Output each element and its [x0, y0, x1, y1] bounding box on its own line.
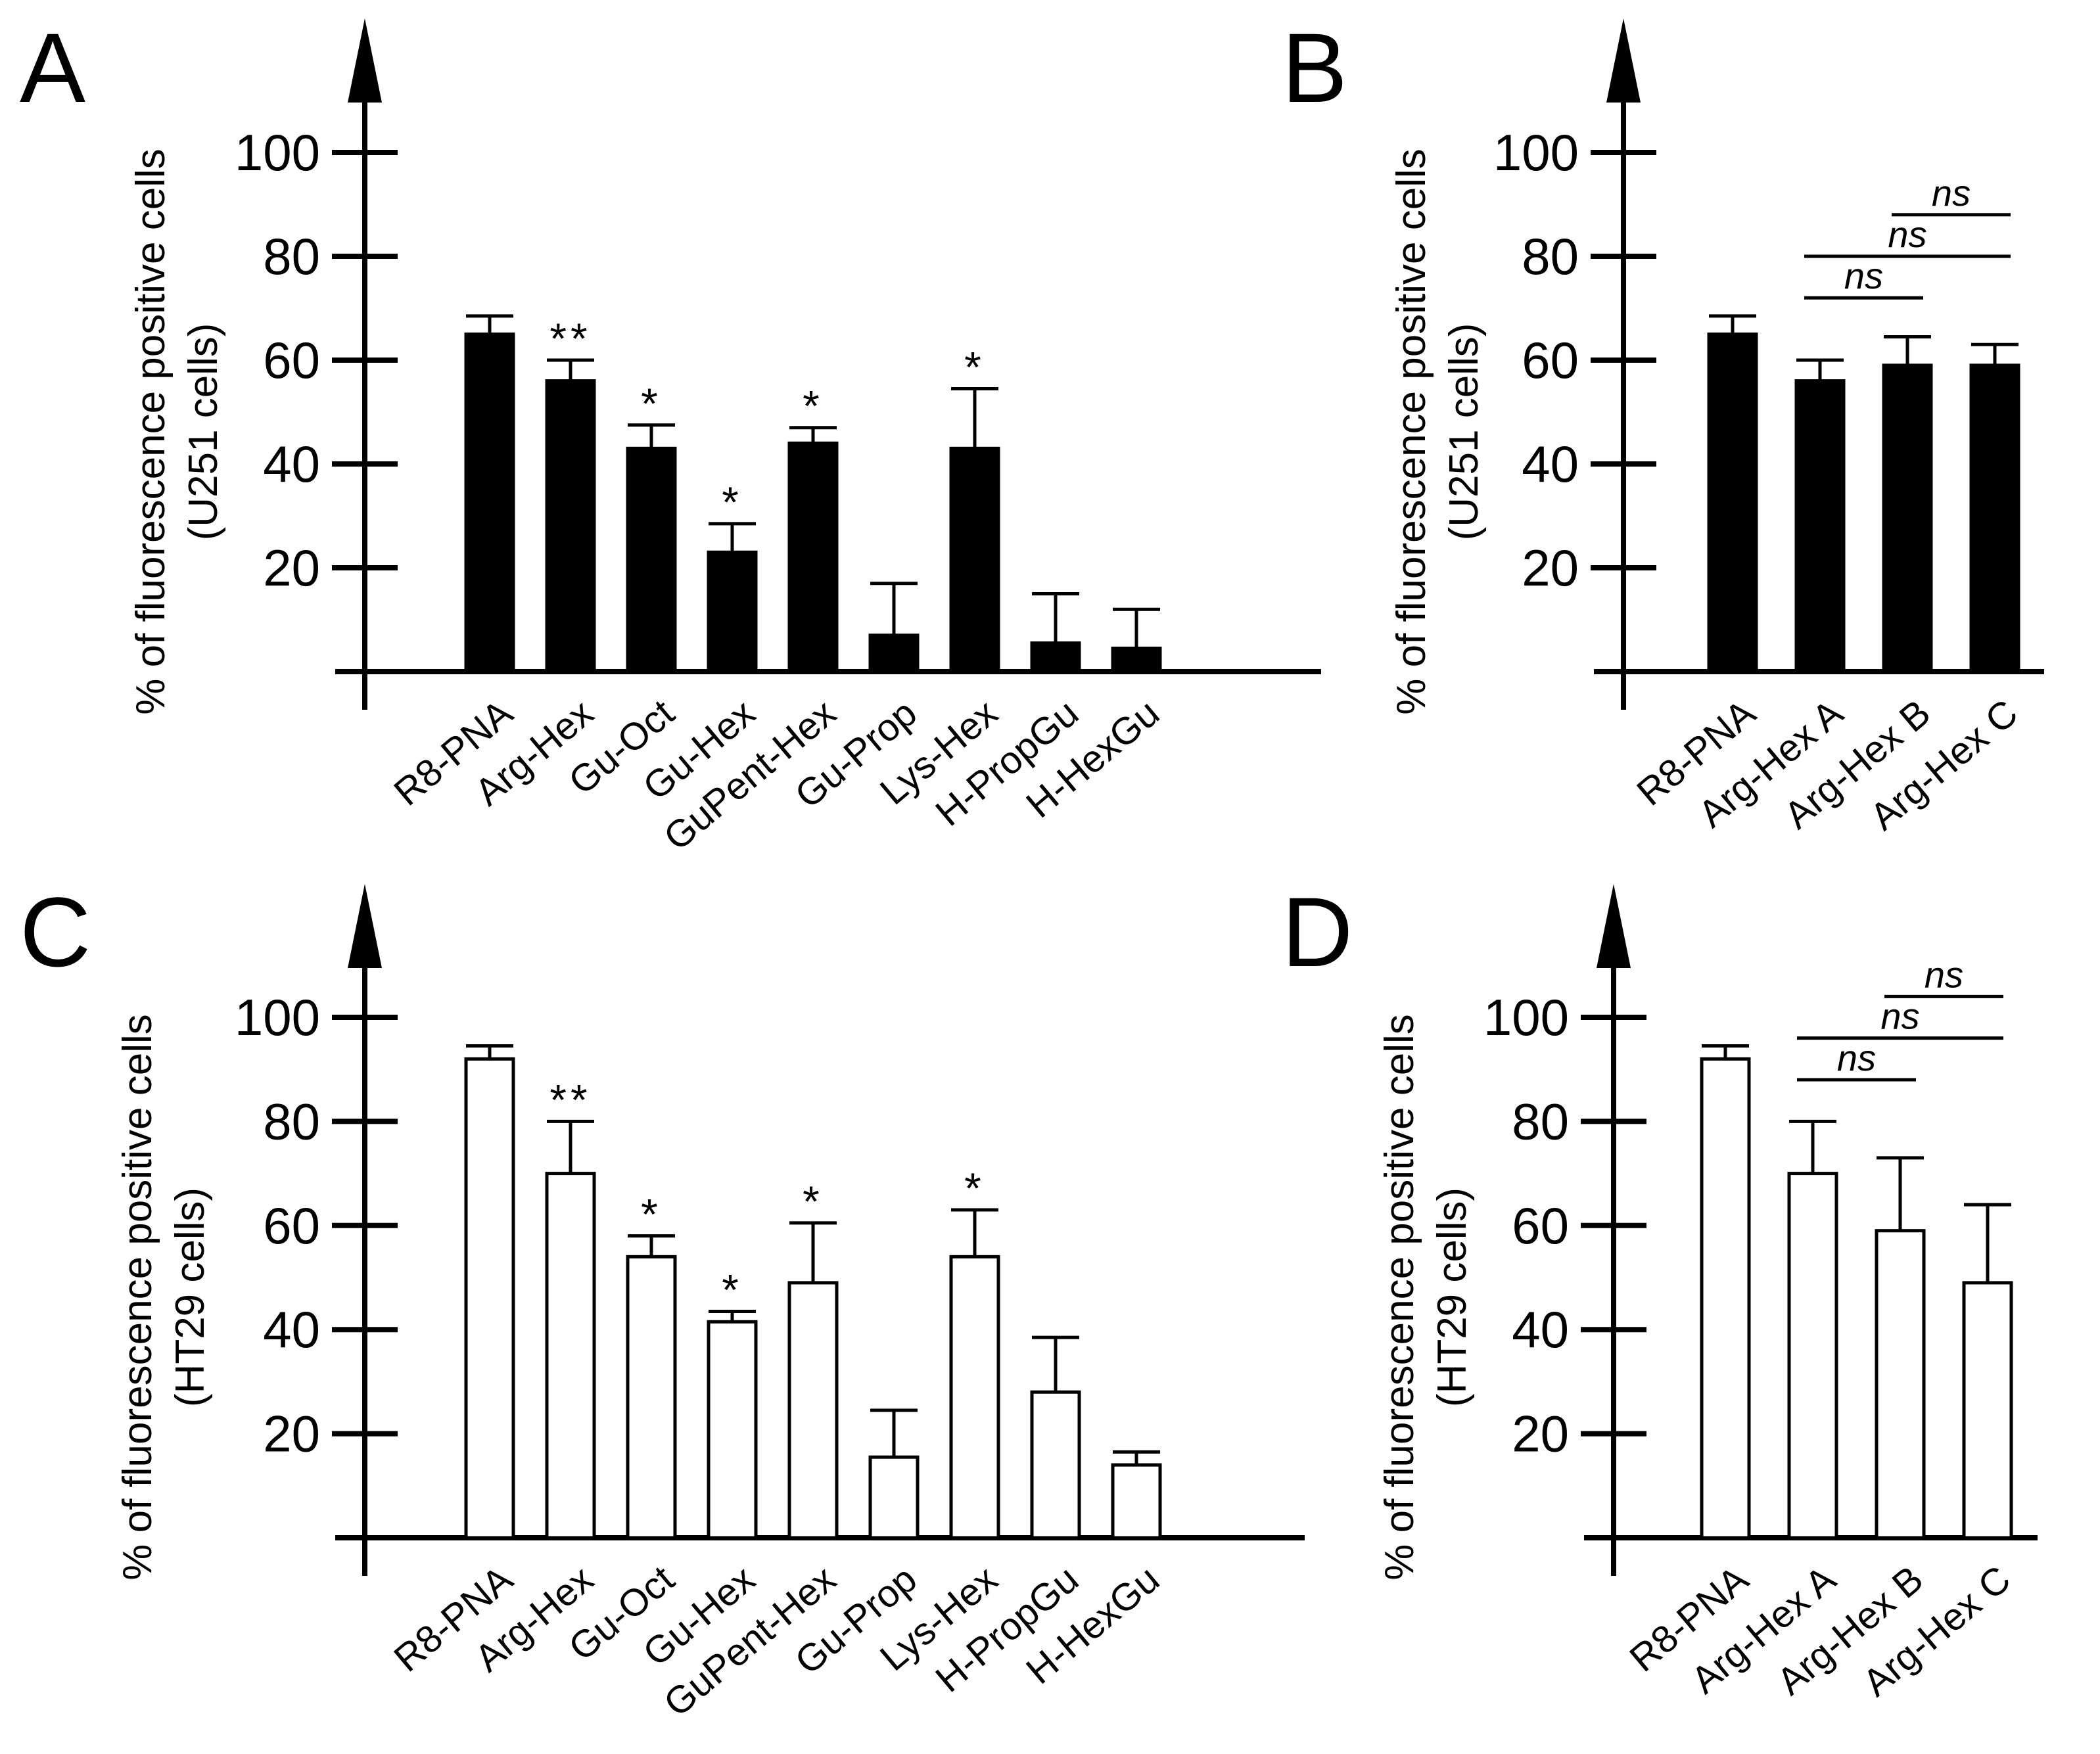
bar — [464, 1057, 515, 1540]
bar — [1111, 646, 1162, 674]
bar — [1707, 333, 1758, 674]
y-axis-title: % of fluorescence positive cells — [115, 1014, 160, 1581]
significance-label: * — [964, 1164, 985, 1212]
bar — [1030, 641, 1081, 674]
comparison-label: ns — [1880, 996, 1919, 1037]
comparison-label: ns — [1932, 172, 1971, 214]
bar — [1700, 1057, 1751, 1540]
y-axis-arrow-icon — [348, 18, 382, 103]
bar — [949, 1255, 1000, 1540]
bar — [545, 1172, 596, 1540]
y-axis-arrow-icon — [1606, 18, 1641, 103]
y-tick-label: 40 — [1522, 435, 1579, 493]
bar — [464, 333, 515, 674]
significance-label: * — [964, 342, 985, 391]
bar — [1962, 1281, 2013, 1540]
bar — [707, 1320, 758, 1540]
y-tick-label: 80 — [263, 1092, 320, 1150]
y-axis-subtitle: (U251 cells) — [1441, 323, 1487, 541]
panel-label: D — [1282, 877, 1353, 987]
significance-label: * — [722, 478, 743, 526]
panel-label: C — [20, 877, 91, 987]
y-tick-label: 60 — [1512, 1197, 1569, 1255]
comparison-label: ns — [1888, 214, 1926, 255]
bar — [868, 1455, 920, 1540]
significance-label: * — [803, 1177, 824, 1226]
bar — [1030, 1390, 1081, 1540]
panel-label: A — [20, 12, 85, 123]
significance-label: * — [641, 1190, 662, 1239]
significance-label: ** — [549, 314, 591, 363]
bar — [1111, 1463, 1162, 1540]
bar — [626, 446, 677, 674]
y-tick-label: 60 — [263, 331, 320, 389]
bar — [1794, 379, 1846, 674]
bar — [787, 1281, 839, 1540]
bar — [1882, 363, 1933, 674]
bar — [1875, 1229, 1926, 1540]
y-tick-label: 20 — [263, 1405, 320, 1463]
y-axis-arrow-icon — [1597, 884, 1631, 968]
comparison-label: ns — [1844, 255, 1883, 296]
bar — [1969, 363, 2020, 674]
y-axis-subtitle: (HT29 cells) — [1430, 1188, 1475, 1407]
y-tick-label: 20 — [263, 539, 320, 597]
y-tick-label: 20 — [1522, 539, 1579, 597]
y-tick-label: 40 — [1512, 1301, 1569, 1358]
y-tick-label: 40 — [263, 1301, 320, 1358]
chart-panel-a: A 20 40 60 80 100 % of fluorescence positive c… — [20, 12, 1321, 859]
bar — [1787, 1172, 1838, 1540]
panel-label: B — [1282, 12, 1347, 123]
y-tick-label: 80 — [1512, 1092, 1569, 1150]
y-tick-label: 100 — [235, 124, 320, 181]
bar — [707, 550, 758, 674]
bar — [545, 379, 596, 674]
significance-label: * — [722, 1265, 743, 1314]
bar — [787, 441, 839, 674]
chart-panel-c: C 20 40 60 80 100 % of fluorescence positive c… — [20, 877, 1305, 1725]
y-tick-label: 80 — [1522, 227, 1579, 285]
y-axis-arrow-icon — [348, 884, 382, 968]
bar — [949, 446, 1000, 674]
y-axis-subtitle: (HT29 cells) — [168, 1188, 213, 1407]
y-tick-label: 100 — [1493, 124, 1579, 181]
y-axis-title: % of fluorescence positive cells — [1389, 149, 1434, 715]
comparison-label: ns — [1837, 1037, 1876, 1078]
significance-label: ** — [549, 1075, 591, 1124]
significance-label: * — [641, 379, 662, 428]
y-axis-title: % of fluorescence positive cells — [1377, 1014, 1422, 1581]
y-tick-label: 80 — [263, 227, 320, 285]
significance-label: * — [803, 382, 824, 430]
y-axis-subtitle: (U251 cells) — [181, 323, 226, 541]
y-tick-label: 60 — [1522, 331, 1579, 389]
chart-panel-b: B 20 40 60 80 100 % of fluorescence positive c… — [1282, 12, 2044, 839]
comparison-label: ns — [1925, 954, 1963, 995]
y-tick-label: 60 — [263, 1197, 320, 1255]
chart-panel-d: D 20 40 60 80 100 % of fluorescence positive c… — [1282, 877, 2038, 1705]
y-tick-label: 20 — [1512, 1405, 1569, 1463]
bar — [626, 1255, 677, 1540]
y-axis-title: % of fluorescence positive cells — [128, 149, 174, 715]
bar — [868, 634, 920, 674]
y-tick-label: 100 — [1483, 988, 1569, 1046]
y-tick-label: 40 — [263, 435, 320, 493]
y-tick-label: 100 — [235, 988, 320, 1046]
